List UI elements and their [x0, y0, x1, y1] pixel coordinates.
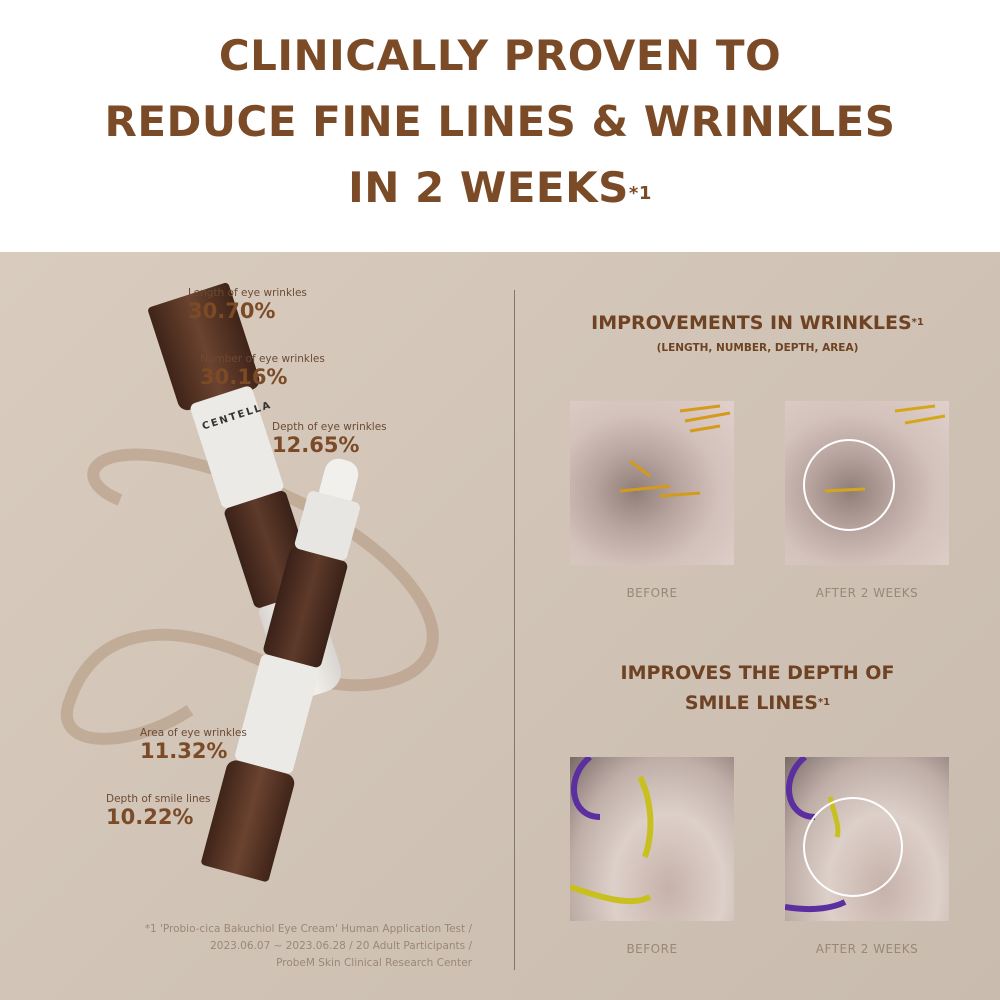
headline-line-2: REDUCE FINE LINES & WRINKLES	[104, 97, 896, 146]
footnote: *1 'Probio-cica Bakuchiol Eye Cream' Hum…	[145, 921, 472, 972]
stat-value: 12.65%	[272, 433, 360, 457]
footnote-mark: *1	[911, 317, 924, 328]
footnote-mark: *1	[817, 697, 831, 708]
headline-line-1: CLINICALLY PROVEN TO	[218, 31, 782, 80]
divider	[514, 290, 515, 970]
after-smile-lines-image	[785, 757, 949, 921]
before-caption: BEFORE	[626, 942, 678, 956]
stat-value: 30.16%	[200, 365, 288, 389]
stat-area: Area of eye wrinkles 11.32%	[140, 727, 247, 763]
after-caption: AFTER 2 WEEKS	[815, 942, 919, 956]
stat-label: Number of eye wrinkles	[200, 353, 325, 365]
headline: CLINICALLY PROVEN TO REDUCE FINE LINES &…	[105, 23, 896, 221]
section2-title-line: IMPROVES THE DEPTH OF	[620, 662, 895, 684]
stat-number: Number of eye wrinkles 30.16%	[200, 353, 325, 389]
footnote-line: ProbeM Skin Clinical Research Center	[276, 957, 472, 969]
header: CLINICALLY PROVEN TO REDUCE FINE LINES &…	[0, 0, 1000, 252]
before-caption: BEFORE	[626, 586, 678, 600]
stat-value: 10.22%	[106, 805, 194, 829]
stat-label: Depth of smile lines	[106, 793, 211, 805]
footnote-mark: *1	[628, 183, 652, 204]
section1-title: IMPROVEMENTS IN WRINKLES*1	[530, 308, 985, 338]
decorative-script-swirl	[61, 448, 439, 745]
after-caption: AFTER 2 WEEKS	[815, 586, 919, 600]
stat-label: Depth of eye wrinkles	[272, 421, 387, 433]
stat-value: 30.70%	[188, 299, 276, 323]
section2-title-line: SMILE LINES	[684, 692, 818, 714]
stat-label: Length of eye wrinkles	[188, 287, 307, 299]
footnote-line: *1 'Probio-cica Bakuchiol Eye Cream' Hum…	[144, 923, 472, 935]
headline-line-3: IN 2 WEEKS	[348, 163, 629, 212]
before-eye-wrinkles-image	[570, 401, 734, 565]
before-smile-lines-image	[570, 757, 734, 921]
stat-length: Length of eye wrinkles 30.70%	[188, 287, 307, 323]
section1-subtitle: (LENGTH, NUMBER, DEPTH, AREA)	[656, 342, 859, 354]
stat-depth: Depth of eye wrinkles 12.65%	[272, 421, 387, 457]
stat-smile-lines: Depth of smile lines 10.22%	[106, 793, 211, 829]
section2-title: IMPROVES THE DEPTH OF SMILE LINES*1	[530, 658, 985, 718]
stat-value: 11.32%	[140, 739, 228, 763]
after-eye-wrinkles-image	[785, 401, 949, 565]
brand-label: CENTELLA	[200, 399, 274, 433]
section1-title-text: IMPROVEMENTS IN WRINKLES	[591, 312, 912, 334]
footnote-line: 2023.06.07 ~ 2023.06.28 / 20 Adult Parti…	[210, 940, 472, 952]
stat-label: Area of eye wrinkles	[140, 727, 247, 739]
